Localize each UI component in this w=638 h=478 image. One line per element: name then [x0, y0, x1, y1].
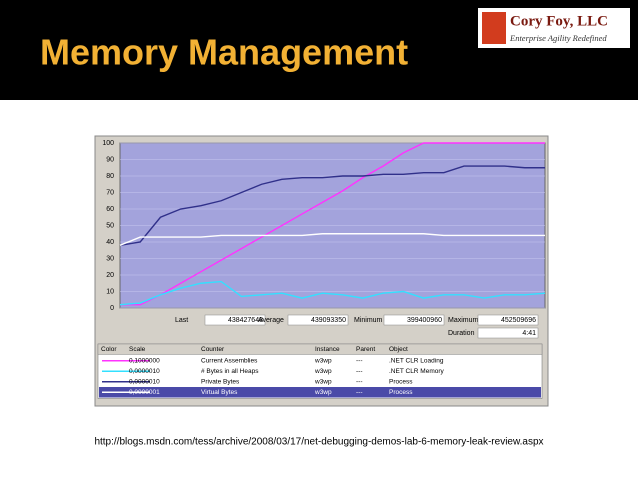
row-object: Process — [389, 378, 413, 385]
column-header: Instance — [315, 346, 340, 353]
y-tick-label: 70 — [106, 189, 114, 196]
row-object: Process — [389, 389, 413, 396]
series-line — [119, 280, 546, 306]
y-tick-label: 90 — [106, 156, 114, 163]
stat-box — [383, 314, 445, 326]
row-parent: --- — [356, 389, 363, 396]
stat-box — [477, 327, 539, 339]
row-scale: 0,0000010 — [129, 368, 160, 375]
slide-title: Memory Management — [40, 32, 408, 73]
y-tick-label: 30 — [106, 255, 114, 262]
legend-entry: # Bytes in all Heaps — [201, 368, 259, 375]
source-url: http://blogs.msdn.com/tess/archive/2008/… — [94, 437, 543, 448]
logo-tagline: Enterprise Agility Redefined — [509, 33, 607, 43]
series-line — [120, 142, 545, 306]
stat-label: Maximum — [448, 317, 479, 324]
y-tick-label: 10 — [106, 288, 114, 295]
y-tick-label: 20 — [106, 272, 114, 279]
column-header: Object — [389, 346, 408, 353]
stat-label: Duration — [448, 330, 475, 337]
legend-entry: Private Bytes — [201, 378, 240, 385]
y-tick-label: 40 — [106, 239, 114, 246]
column-header: Counter — [201, 346, 225, 353]
row-scale: 0,1000000 — [129, 357, 160, 364]
row-instance: w3wp — [314, 368, 332, 375]
row-scale: 0,0000010 — [129, 378, 160, 385]
row-instance: w3wp — [314, 389, 332, 396]
legend-entry: Current Assemblies — [201, 357, 258, 364]
selected-row — [99, 387, 541, 398]
series-line — [119, 233, 545, 246]
y-tick-label: 100 — [102, 140, 114, 147]
perfmon-chart: 0 10 20 30 40 50 60 70 80 90 100 Last 438427648Avera… — [97, 140, 546, 399]
column-header: Parent — [356, 346, 375, 353]
row-parent: --- — [356, 368, 363, 375]
y-tick-label: 50 — [106, 222, 114, 229]
stat-value: 399400960 — [407, 317, 442, 324]
stat-label: Minimum — [354, 317, 383, 324]
stat-value: 439093350 — [311, 317, 346, 324]
stat-label: Average — [258, 317, 284, 324]
stat-value: 4:41 — [522, 330, 536, 337]
logo-icon — [482, 12, 506, 44]
row-object: .NET CLR Loading — [389, 357, 444, 364]
row-parent: --- — [356, 378, 363, 385]
stat-box — [287, 314, 349, 326]
y-tick-label: 80 — [106, 173, 114, 180]
stat-box — [204, 314, 266, 326]
row-object: .NET CLR Memory — [389, 368, 445, 375]
stat-box — [477, 314, 539, 326]
row-parent: --- — [356, 357, 363, 364]
stat-value: 452509696 — [501, 317, 536, 324]
column-header: Scale — [129, 346, 146, 353]
y-tick-label: 60 — [106, 206, 114, 213]
row-instance: w3wp — [314, 378, 332, 385]
legend-entry: Virtual Bytes — [201, 389, 238, 396]
row-instance: w3wp — [314, 357, 332, 364]
stat-label: Last — [175, 317, 188, 324]
stat-value: 438427648 — [228, 317, 263, 324]
y-tick-label: 0 — [110, 305, 114, 312]
column-header: Color — [101, 346, 117, 353]
table-header — [97, 343, 543, 355]
series-line — [119, 165, 545, 246]
row-scale: 0,0000001 — [129, 389, 160, 396]
logo-name: Cory Foy, LLC — [510, 13, 608, 29]
